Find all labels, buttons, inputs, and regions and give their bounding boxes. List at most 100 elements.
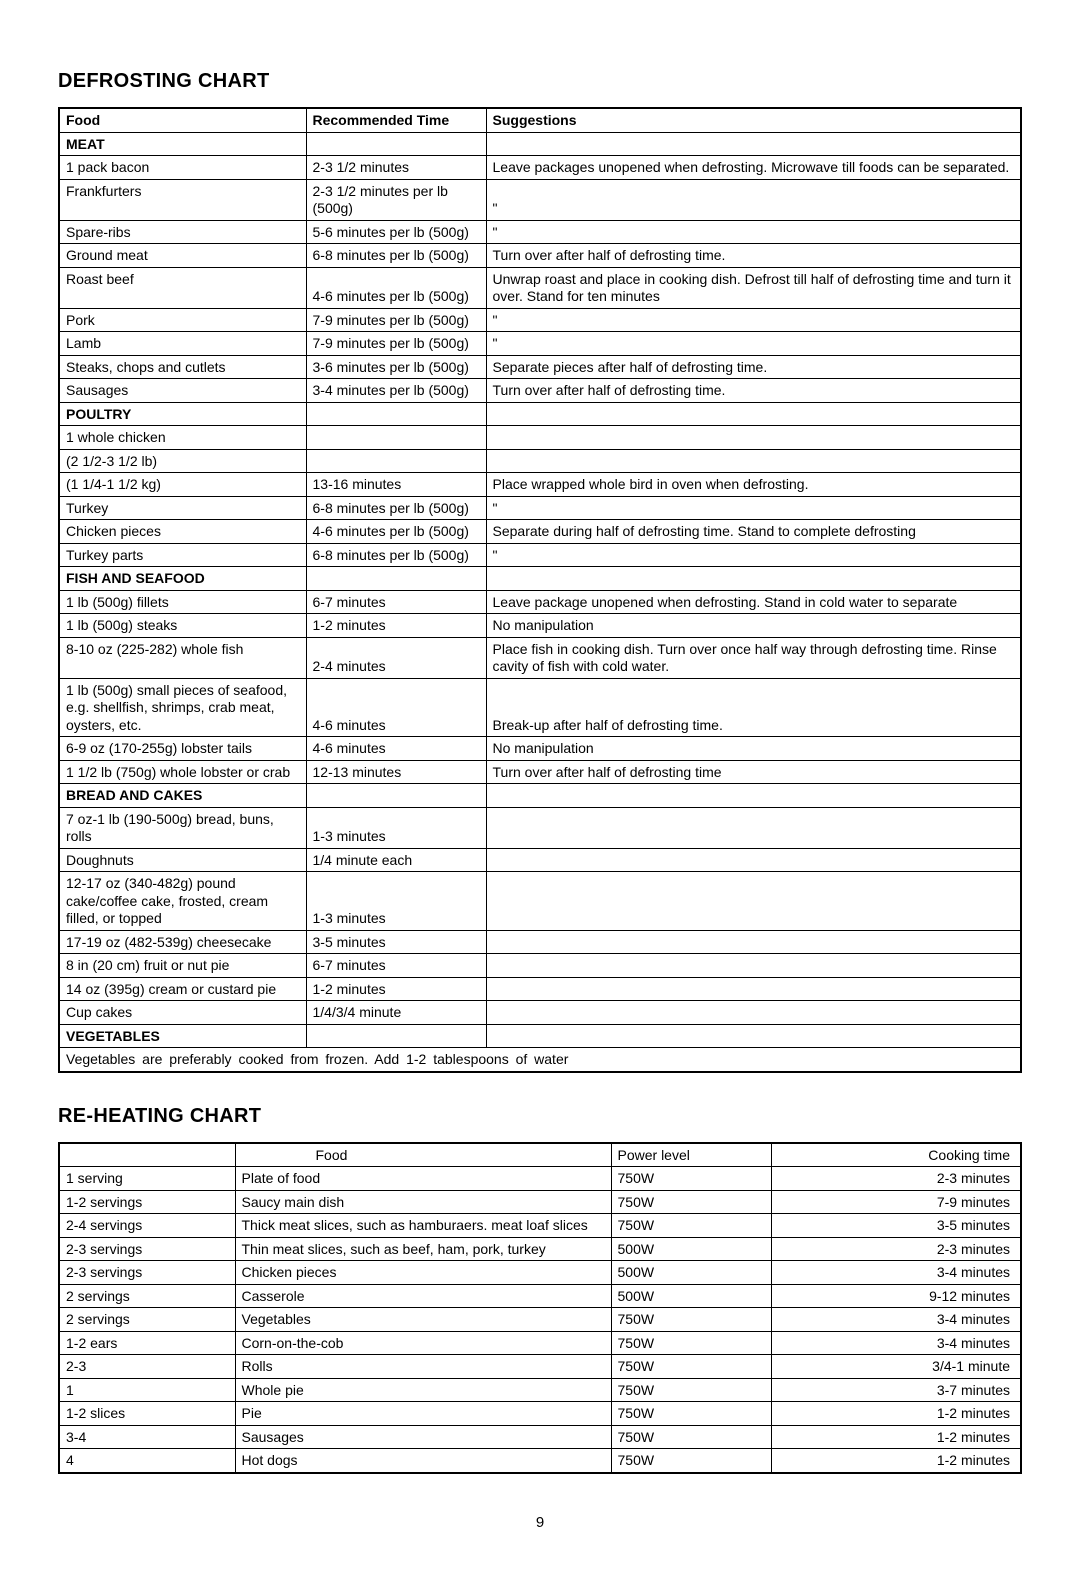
table-row: 14 oz (395g) cream or custard pie1-2 min… (59, 977, 1021, 1001)
table-cell: 5-6 minutes per lb (500g) (306, 220, 486, 244)
table-cell: Leave package unopened when defrosting. … (486, 590, 1021, 614)
table-cell: Plate of food (235, 1167, 611, 1191)
table-cell: MEAT (59, 132, 306, 156)
table-cell: 12-13 minutes (306, 760, 486, 784)
defrost-title: DEFROSTING CHART (58, 70, 1022, 93)
table-cell: 1 (59, 1378, 235, 1402)
table-cell: 4-6 minutes per lb (500g) (306, 267, 486, 308)
table-cell: " (486, 179, 1021, 220)
table-row: 1 pack bacon2-3 1/2 minutesLeave package… (59, 156, 1021, 180)
table-cell: 9-12 minutes (771, 1284, 1021, 1308)
table-row: (2 1/2-3 1/2 lb) (59, 449, 1021, 473)
table-cell: 1 serving (59, 1167, 235, 1191)
table-cell: " (486, 220, 1021, 244)
table-cell: 1-2 slices (59, 1402, 235, 1426)
table-cell: Turn over after half of defrosting time. (486, 379, 1021, 403)
table-cell: No manipulation (486, 737, 1021, 761)
table-cell (306, 449, 486, 473)
table-cell: 2 servings (59, 1284, 235, 1308)
table-cell: Spare-ribs (59, 220, 306, 244)
table-cell: Frankfurters (59, 179, 306, 220)
table-cell: 750W (611, 1449, 771, 1473)
table-cell: 6-8 minutes per lb (500g) (306, 244, 486, 268)
table-cell: POULTRY (59, 402, 306, 426)
table-row: 7 oz-1 lb (190-500g) bread, buns, rolls1… (59, 807, 1021, 848)
table-row: 2 servingsCasserole500W9-12 minutes (59, 1284, 1021, 1308)
table-cell: Ground meat (59, 244, 306, 268)
table-cell: Thick meat slices, such as hamburaers. m… (235, 1214, 611, 1238)
table-row: 4Hot dogs750W1-2 minutes (59, 1449, 1021, 1473)
table-cell (486, 784, 1021, 808)
table-cell: 14 oz (395g) cream or custard pie (59, 977, 306, 1001)
table-cell: 3-5 minutes (771, 1214, 1021, 1238)
table-cell: 750W (611, 1308, 771, 1332)
table-cell: Chicken pieces (235, 1261, 611, 1285)
table-cell: 1 lb (500g) fillets (59, 590, 306, 614)
table-cell: 7 oz-1 lb (190-500g) bread, buns, rolls (59, 807, 306, 848)
table-cell (486, 449, 1021, 473)
table-row: 12-17 oz (340-482g) pound cake/coffee ca… (59, 872, 1021, 931)
table-cell: Recommended Time (306, 108, 486, 132)
table-cell: VEGETABLES (59, 1024, 306, 1048)
table-cell: 2-3 1/2 minutes per lb (500g) (306, 179, 486, 220)
table-cell: 3-4 minutes (771, 1261, 1021, 1285)
table-cell: Steaks, chops and cutlets (59, 355, 306, 379)
table-cell: BREAD AND CAKES (59, 784, 306, 808)
table-cell: Hot dogs (235, 1449, 611, 1473)
table-cell: Sausages (59, 379, 306, 403)
table-row: 1 whole chicken (59, 426, 1021, 450)
table-cell: No manipulation (486, 614, 1021, 638)
table-row: (1 1/4-1 1/2 kg)13-16 minutesPlace wrapp… (59, 473, 1021, 497)
table-cell: 750W (611, 1190, 771, 1214)
table-cell: 3-5 minutes (306, 930, 486, 954)
table-cell: Place wrapped whole bird in oven when de… (486, 473, 1021, 497)
table-cell: 7-9 minutes per lb (500g) (306, 332, 486, 356)
table-cell: Cup cakes (59, 1001, 306, 1025)
table-cell: Rolls (235, 1355, 611, 1379)
table-row: 2-3Rolls750W3/4-1 minute (59, 1355, 1021, 1379)
table-row: FoodPower levelCooking time (59, 1143, 1021, 1167)
table-cell: Vegetables (235, 1308, 611, 1332)
table-row: 1-2 servingsSaucy main dish750W7-9 minut… (59, 1190, 1021, 1214)
table-cell: Food (235, 1143, 611, 1167)
table-cell (486, 872, 1021, 931)
table-cell (306, 784, 486, 808)
reheat-table: FoodPower levelCooking time1 servingPlat… (58, 1142, 1022, 1474)
table-cell: 1 pack bacon (59, 156, 306, 180)
table-cell: 1-2 minutes (771, 1449, 1021, 1473)
table-cell (486, 132, 1021, 156)
table-row: Sausages3-4 minutes per lb (500g)Turn ov… (59, 379, 1021, 403)
table-cell: Vegetables are preferably cooked from fr… (59, 1048, 1021, 1072)
table-cell: 6-9 oz (170-255g) lobster tails (59, 737, 306, 761)
table-cell (486, 930, 1021, 954)
page-number: 9 (58, 1514, 1022, 1531)
table-cell: 2 servings (59, 1308, 235, 1332)
table-cell: 750W (611, 1355, 771, 1379)
table-row: 2-3 servingsThin meat slices, such as be… (59, 1237, 1021, 1261)
table-cell (486, 426, 1021, 450)
table-cell: " (486, 496, 1021, 520)
defrost-table: FoodRecommended TimeSuggestionsMEAT 1 pa… (58, 107, 1022, 1073)
table-row: FISH AND SEAFOOD (59, 567, 1021, 591)
table-cell: 3-6 minutes per lb (500g) (306, 355, 486, 379)
table-cell: FISH AND SEAFOOD (59, 567, 306, 591)
table-cell: Leave packages unopened when defrosting.… (486, 156, 1021, 180)
table-cell: Place fish in cooking dish. Turn over on… (486, 637, 1021, 678)
table-cell: Break-up after half of defrosting time. (486, 678, 1021, 737)
table-cell (306, 426, 486, 450)
table-cell: Corn-on-the-cob (235, 1331, 611, 1355)
table-cell (486, 977, 1021, 1001)
table-cell: 1-2 minutes (306, 614, 486, 638)
table-cell: 2-3 servings (59, 1237, 235, 1261)
table-row: Lamb7-9 minutes per lb (500g)" (59, 332, 1021, 356)
table-cell: Turn over after half of defrosting time. (486, 244, 1021, 268)
table-cell: 1/4/3/4 minute (306, 1001, 486, 1025)
table-cell: 500W (611, 1284, 771, 1308)
table-row: 1-2 earsCorn-on-the-cob750W3-4 minutes (59, 1331, 1021, 1355)
table-cell (486, 807, 1021, 848)
table-cell: 12-17 oz (340-482g) pound cake/coffee ca… (59, 872, 306, 931)
table-row: 2-3 servingsChicken pieces500W3-4 minute… (59, 1261, 1021, 1285)
table-cell: " (486, 332, 1021, 356)
table-cell: Turkey parts (59, 543, 306, 567)
table-cell (486, 402, 1021, 426)
